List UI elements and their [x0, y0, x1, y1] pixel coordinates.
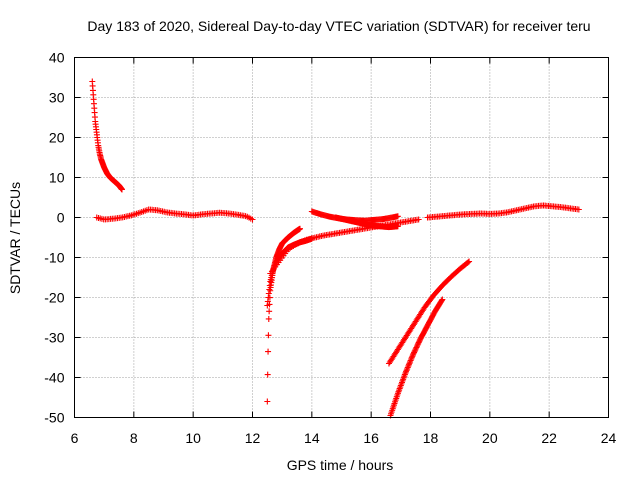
grid-lines [74, 57, 609, 418]
data-point-marker [439, 296, 446, 303]
data-point-marker [403, 367, 410, 374]
x-tick-label: 12 [245, 430, 261, 446]
data-point-marker [265, 315, 272, 322]
data-point-marker [266, 308, 273, 315]
data-point-marker [405, 363, 412, 370]
y-tick-label: 40 [49, 50, 65, 66]
series-arc-1 [89, 78, 125, 193]
data-point-marker [407, 358, 414, 365]
y-axis-title: SDTVAR / TECUs [7, 182, 23, 294]
data-point-marker [409, 353, 416, 360]
data-point-marker [394, 223, 401, 230]
data-point-marker [404, 364, 411, 371]
data-point-marker [404, 365, 411, 372]
x-tick-label: 18 [423, 430, 439, 446]
x-tick-label: 10 [185, 430, 201, 446]
data-points [89, 78, 582, 419]
data-point-marker [438, 297, 445, 304]
plot-frame [74, 57, 609, 418]
data-point-marker [405, 361, 412, 368]
series-arc-10 [424, 202, 582, 221]
data-point-marker [407, 357, 414, 364]
x-tick-label: 14 [304, 430, 320, 446]
x-tick-label: 16 [363, 430, 379, 446]
data-point-marker [118, 186, 125, 193]
series-arc-7 [332, 214, 401, 231]
data-point-marker [415, 216, 422, 223]
data-point-marker [408, 354, 415, 361]
data-point-marker [403, 368, 410, 375]
y-tick-label: 20 [49, 130, 65, 146]
series-arc-2 [93, 206, 256, 223]
data-point-marker [406, 360, 413, 367]
x-tick-label: 8 [130, 430, 138, 446]
data-point-marker [465, 259, 472, 266]
y-tick-label: -20 [44, 290, 64, 306]
x-tick-label: 6 [71, 430, 79, 446]
x-tick-label: 22 [541, 430, 557, 446]
series-arc-9 [387, 296, 446, 419]
data-point-marker [265, 348, 272, 355]
data-point-marker [296, 225, 303, 232]
y-tick-label: -40 [44, 370, 64, 386]
data-point-marker [466, 258, 473, 265]
data-point-marker [265, 332, 272, 339]
y-tick-labels: -50 -40 -30 -20 -10 0 10 20 30 40 [44, 50, 64, 426]
y-tick-label: 10 [49, 170, 65, 186]
y-tick-label: 30 [49, 90, 65, 106]
x-axis-title: GPS time / hours [287, 457, 394, 473]
chart-title: Day 183 of 2020, Sidereal Day-to-day VTE… [87, 18, 590, 34]
y-tick-label: -10 [44, 250, 64, 266]
data-point-marker [408, 356, 415, 363]
data-point-marker [264, 398, 271, 405]
data-point-marker [402, 370, 409, 377]
x-tick-label: 20 [482, 430, 498, 446]
x-tick-labels: 6 8 10 12 14 16 18 20 22 24 [71, 430, 617, 446]
x-tick-label: 24 [601, 430, 617, 446]
data-point-marker [394, 213, 401, 220]
y-tick-label: 0 [57, 210, 65, 226]
data-point-marker [575, 206, 582, 213]
y-tick-label: -50 [44, 410, 64, 426]
data-point-marker [249, 216, 256, 223]
series-arc-8 [385, 258, 473, 367]
y-tick-label: -30 [44, 330, 64, 346]
data-point-marker [264, 371, 271, 378]
